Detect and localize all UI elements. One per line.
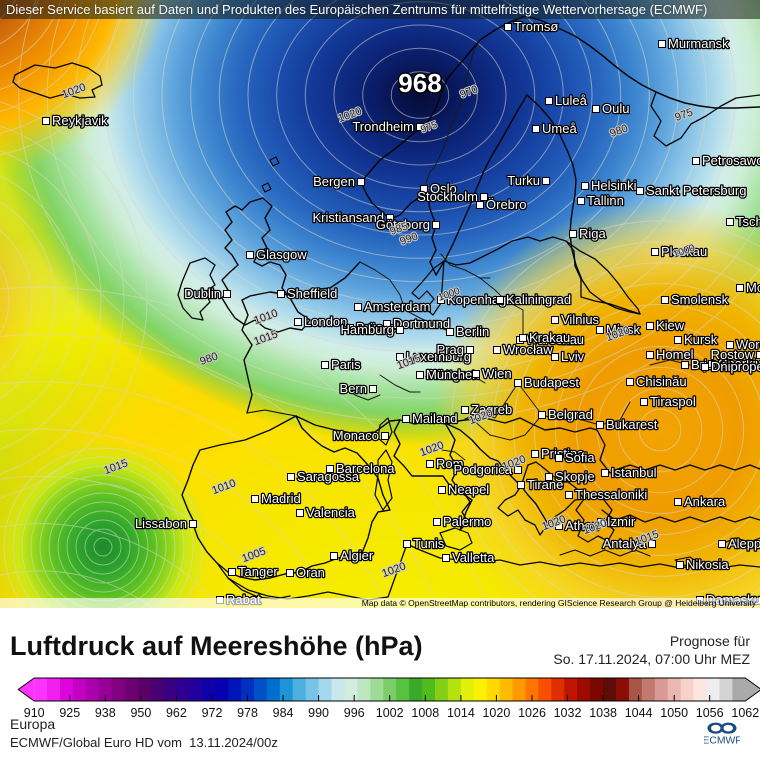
svg-text:Aleppo: Aleppo [728, 536, 760, 551]
svg-text:Izmir: Izmir [607, 514, 636, 529]
svg-text:Skopje: Skopje [555, 469, 595, 484]
svg-text:Valletta: Valletta [452, 550, 495, 565]
svg-text:Monaco: Monaco [333, 428, 379, 443]
svg-text:Madrid: Madrid [261, 491, 301, 506]
svg-text:Valencia: Valencia [306, 505, 356, 520]
svg-text:Trondheim: Trondheim [352, 119, 414, 134]
svg-text:Sankt Petersburg: Sankt Petersburg [646, 183, 746, 198]
svg-text:München: München [426, 367, 479, 382]
svg-text:Wien: Wien [482, 366, 512, 381]
svg-text:984: 984 [273, 706, 294, 720]
svg-text:Amsterdam: Amsterdam [364, 299, 430, 314]
svg-text:Smolensk: Smolensk [671, 292, 729, 307]
svg-text:Bergen: Bergen [313, 174, 355, 189]
svg-text:Dublin: Dublin [184, 286, 221, 301]
svg-text:Chisinău: Chisinău [636, 374, 687, 389]
svg-text:Krakau: Krakau [529, 330, 570, 345]
svg-text:978: 978 [237, 706, 258, 720]
svg-text:938: 938 [95, 706, 116, 720]
svg-text:Rostow: Rostow [711, 347, 755, 362]
svg-text:Prag: Prag [437, 342, 464, 357]
svg-text:Hamburg: Hamburg [341, 322, 394, 337]
svg-text:Bern: Bern [340, 381, 367, 396]
svg-text:Tanger: Tanger [238, 564, 278, 579]
svg-text:1014: 1014 [447, 706, 475, 720]
svg-text:Vilnius: Vilnius [561, 312, 600, 327]
svg-text:925: 925 [59, 706, 80, 720]
svg-text:Umeå: Umeå [542, 121, 577, 136]
svg-text:Oulu: Oulu [602, 101, 629, 116]
svg-text:Belgrad: Belgrad [548, 407, 593, 422]
svg-text:Tromsø: Tromsø [514, 19, 558, 34]
svg-text:Tiraspol: Tiraspol [650, 394, 696, 409]
svg-text:ECMWF: ECMWF [704, 735, 740, 746]
svg-text:950: 950 [130, 706, 151, 720]
svg-text:1026: 1026 [518, 706, 546, 720]
svg-text:Ankara: Ankara [684, 494, 726, 509]
svg-text:Tallinn: Tallinn [587, 193, 624, 208]
svg-text:Tscherepowez: Tscherepowez [736, 214, 760, 229]
svg-text:Lviv: Lviv [561, 349, 585, 364]
svg-text:962: 962 [166, 706, 187, 720]
svg-text:Helsinki: Helsinki [591, 178, 637, 193]
svg-text:Stockholm: Stockholm [417, 189, 478, 204]
svg-text:Mailand: Mailand [412, 411, 458, 426]
svg-text:968: 968 [398, 68, 441, 98]
svg-text:1008: 1008 [411, 706, 439, 720]
svg-text:Berlin: Berlin [456, 324, 489, 339]
svg-text:Örebro: Örebro [486, 197, 526, 212]
svg-text:1038: 1038 [589, 706, 617, 720]
svg-text:Turku: Turku [507, 173, 540, 188]
svg-text:Riga: Riga [579, 226, 607, 241]
svg-text:Oran: Oran [296, 565, 325, 580]
svg-text:Reykjavik: Reykjavik [52, 113, 108, 128]
svg-text:Sofia: Sofia [565, 450, 595, 465]
svg-text:Neapel: Neapel [448, 482, 489, 497]
svg-text:996: 996 [344, 706, 365, 720]
svg-text:Nikosia: Nikosia [686, 557, 729, 572]
svg-text:Barcelona: Barcelona [336, 461, 395, 476]
svg-text:Murmansk: Murmansk [668, 36, 729, 51]
svg-text:Moskau: Moskau [746, 280, 760, 295]
svg-text:Paris: Paris [331, 357, 361, 372]
svg-text:1044: 1044 [625, 706, 653, 720]
svg-text:1002: 1002 [376, 706, 404, 720]
svg-text:Kursk: Kursk [684, 332, 718, 347]
svg-text:Kiew: Kiew [656, 318, 685, 333]
svg-text:Homel: Homel [656, 347, 694, 362]
svg-text:1020: 1020 [482, 706, 510, 720]
svg-text:1032: 1032 [554, 706, 582, 720]
svg-text:972: 972 [202, 706, 223, 720]
svg-text:Tunis: Tunis [413, 536, 445, 551]
svg-text:Palermo: Palermo [443, 514, 491, 529]
svg-text:Thessaloniki: Thessaloniki [575, 487, 647, 502]
svg-text:Bukarest: Bukarest [606, 417, 658, 432]
svg-text:Algier: Algier [340, 548, 374, 563]
svg-text:Sheffield: Sheffield [287, 286, 337, 301]
svg-text:Lissabon: Lissabon [135, 516, 187, 531]
svg-text:Istanbul: Istanbul [611, 465, 657, 480]
svg-text:Luleå: Luleå [555, 93, 588, 108]
svg-text:1050: 1050 [660, 706, 688, 720]
svg-text:Kaliningrad: Kaliningrad [506, 292, 571, 307]
svg-text:Glasgow: Glasgow [256, 247, 307, 262]
svg-text:Budapest: Budapest [524, 375, 579, 390]
svg-text:Kristiansand: Kristiansand [312, 210, 384, 225]
svg-text:990: 990 [308, 706, 329, 720]
svg-text:Petrosawodsk: Petrosawodsk [702, 153, 760, 168]
